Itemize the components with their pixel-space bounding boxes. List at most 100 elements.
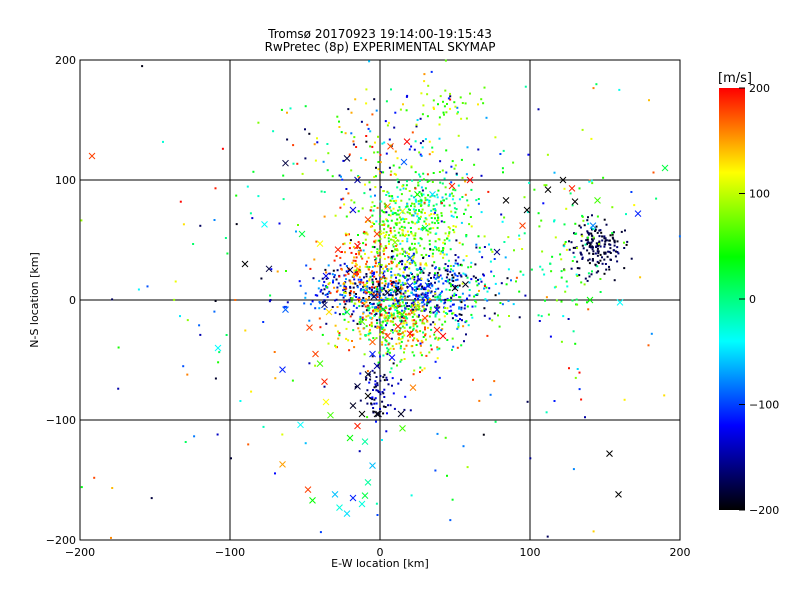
velocity-point: [384, 264, 387, 267]
velocity-point: [381, 331, 384, 334]
velocity-point: [395, 276, 397, 279]
velocity-point: [448, 239, 451, 242]
velocity-point: [382, 300, 385, 303]
velocity-point: [438, 123, 441, 126]
velocity-point: [358, 296, 361, 299]
velocity-point: [367, 309, 370, 312]
velocity-point: [441, 277, 444, 280]
velocity-cross-marker: [387, 143, 394, 150]
velocity-point: [355, 256, 358, 259]
velocity-point: [344, 292, 347, 294]
velocity-point: [375, 385, 377, 388]
velocity-point: [374, 325, 377, 328]
velocity-point: [419, 342, 422, 345]
velocity-point: [401, 295, 404, 298]
velocity-point: [650, 332, 653, 335]
velocity-point: [404, 290, 407, 293]
velocity-point: [370, 291, 373, 294]
velocity-point: [373, 275, 376, 278]
velocity-point: [350, 132, 353, 135]
velocity-point: [452, 188, 455, 191]
velocity-point: [464, 180, 467, 183]
velocity-point: [393, 258, 396, 261]
velocity-point: [410, 302, 413, 305]
velocity-point: [392, 312, 395, 315]
velocity-point: [292, 144, 295, 147]
velocity-point: [417, 227, 420, 230]
velocity-point: [573, 256, 576, 259]
velocity-point: [613, 244, 616, 247]
velocity-point: [431, 252, 434, 255]
velocity-point: [591, 245, 594, 248]
velocity-point: [384, 339, 387, 342]
velocity-point: [537, 314, 540, 317]
velocity-cross-marker: [279, 461, 286, 468]
velocity-point: [390, 294, 393, 296]
velocity-point: [395, 280, 398, 283]
velocity-cross-marker: [322, 398, 330, 406]
velocity-point: [486, 290, 489, 293]
velocity-point: [380, 290, 382, 293]
velocity-point: [417, 298, 419, 300]
velocity-point: [376, 288, 378, 291]
velocity-point: [384, 296, 387, 299]
velocity-point: [401, 325, 404, 328]
velocity-point: [368, 266, 371, 268]
velocity-point: [392, 255, 395, 258]
velocity-point: [318, 279, 321, 282]
velocity-point: [361, 299, 364, 301]
velocity-point: [390, 255, 393, 258]
velocity-point: [603, 245, 606, 248]
velocity-point: [417, 219, 420, 222]
velocity-point: [663, 394, 666, 397]
velocity-point: [430, 209, 433, 212]
velocity-point: [470, 278, 473, 281]
velocity-point: [409, 209, 411, 211]
velocity-point: [450, 210, 453, 213]
velocity-point: [560, 270, 563, 273]
velocity-point: [464, 273, 467, 276]
velocity-point: [391, 329, 394, 331]
velocity-point: [410, 232, 413, 235]
velocity-point: [537, 212, 540, 215]
velocity-point: [401, 309, 403, 312]
velocity-point: [368, 312, 371, 315]
velocity-point: [418, 210, 421, 212]
velocity-point: [347, 192, 350, 195]
velocity-point: [406, 317, 409, 320]
velocity-point: [434, 291, 437, 293]
velocity-point: [406, 260, 409, 263]
velocity-point: [404, 282, 407, 285]
velocity-point: [601, 262, 604, 265]
velocity-point: [595, 83, 598, 86]
velocity-point: [360, 288, 363, 291]
velocity-point: [432, 204, 435, 207]
velocity-point: [364, 238, 367, 241]
velocity-point: [390, 337, 393, 340]
velocity-point: [398, 166, 401, 169]
velocity-point: [342, 159, 345, 162]
velocity-point: [449, 265, 452, 267]
velocity-point: [380, 287, 383, 289]
velocity-point: [564, 241, 567, 243]
velocity-cross-marker: [571, 198, 579, 205]
velocity-point: [366, 123, 369, 126]
velocity-point: [402, 234, 405, 237]
velocity-point: [383, 257, 386, 260]
velocity-point: [569, 192, 572, 195]
velocity-point: [366, 402, 369, 405]
velocity-point: [394, 150, 397, 153]
velocity-cross-marker: [279, 366, 286, 373]
velocity-point: [364, 243, 367, 246]
velocity-point: [411, 345, 414, 347]
velocity-cross-marker: [316, 360, 324, 367]
velocity-point: [474, 294, 477, 296]
velocity-point: [356, 271, 359, 274]
velocity-point: [428, 199, 431, 202]
velocity-point: [414, 171, 417, 174]
velocity-point: [464, 102, 467, 105]
velocity-point: [373, 386, 376, 389]
velocity-point: [323, 191, 326, 193]
velocity-point: [460, 275, 463, 278]
velocity-point: [389, 314, 391, 317]
